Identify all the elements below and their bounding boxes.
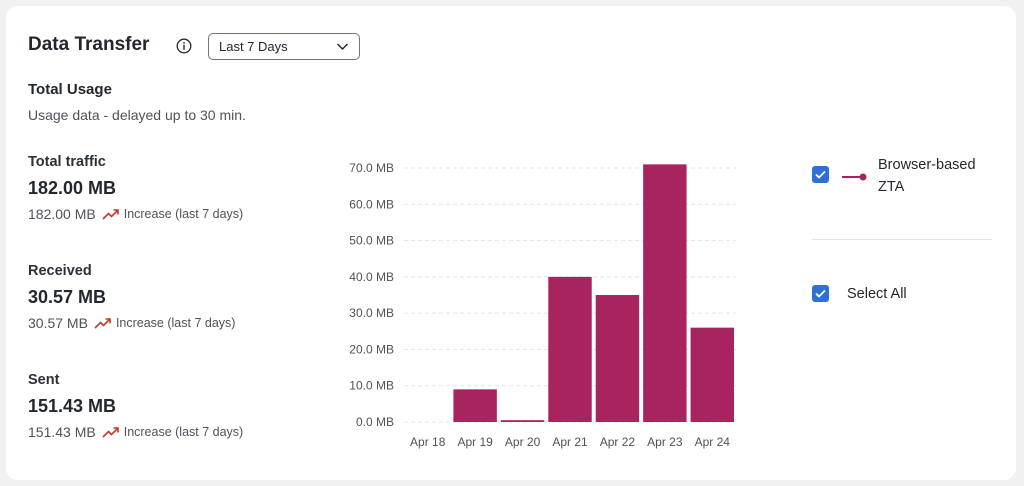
- select-all-label[interactable]: Select All: [847, 286, 907, 302]
- data-transfer-bar-chart: 0.0 MB 10.0 MB 20.0 MB 30.0 MB 40.0 MB 50.0 M…: [349, 161, 736, 449]
- y-tick-label: 10.0 MB: [349, 379, 394, 393]
- y-tick-label: 0.0 MB: [356, 415, 394, 429]
- total-usage-title: Total Usage: [28, 81, 112, 98]
- metric-total-traffic: Total traffic 182.00 MB 182.00 MB Increa…: [28, 154, 298, 222]
- date-range-value: Last 7 Days: [219, 39, 288, 54]
- select-all-checkbox[interactable]: [812, 285, 829, 302]
- trend-value: 151.43 MB: [28, 424, 96, 440]
- card-title: Data Transfer: [28, 34, 150, 55]
- date-range-select[interactable]: Last 7 Days: [208, 33, 360, 60]
- metric-sent: Sent 151.43 MB 151.43 MB Increase (last …: [28, 372, 298, 440]
- x-tick-label: Apr 18: [410, 435, 446, 449]
- legend-divider: [812, 239, 992, 240]
- x-tick-label: Apr 21: [552, 435, 588, 449]
- chevron-down-icon: [336, 43, 349, 51]
- bar: [548, 276, 592, 422]
- y-tick-label: 40.0 MB: [349, 270, 394, 284]
- y-tick-label: 20.0 MB: [349, 342, 394, 356]
- bar: [595, 295, 640, 422]
- trend-text: Increase (last 7 days): [115, 316, 236, 330]
- info-circle-icon[interactable]: [176, 38, 192, 54]
- metric-received: Received 30.57 MB 30.57 MB Increase (las…: [28, 263, 298, 331]
- bar: [453, 389, 497, 422]
- metric-label: Sent: [28, 372, 60, 388]
- metric-label: Total traffic: [28, 154, 106, 170]
- y-tick-label: 30.0 MB: [349, 306, 394, 320]
- metric-value: 151.43 MB: [28, 396, 117, 416]
- series-checkbox[interactable]: [812, 166, 829, 183]
- metric-trend: 30.57 MB Increase (last 7 days): [28, 315, 298, 331]
- bar: [643, 164, 687, 422]
- trend-value: 30.57 MB: [28, 315, 88, 331]
- usage-delay-note: Usage data - delayed up to 30 min.: [28, 107, 246, 123]
- series-line-marker-icon: [842, 173, 867, 181]
- y-tick-label: 70.0 MB: [349, 161, 394, 175]
- trend-value: 182.00 MB: [28, 206, 96, 222]
- checkmark-icon: [815, 170, 826, 179]
- x-tick-label: Apr 19: [457, 435, 493, 449]
- checkmark-icon: [815, 289, 826, 298]
- metric-trend: 151.43 MB Increase (last 7 days): [28, 424, 298, 440]
- legend-series-label[interactable]: Browser-based ZTA: [878, 157, 976, 195]
- trend-text: Increase (last 7 days): [123, 425, 244, 439]
- x-tick-label: Apr 20: [505, 435, 541, 449]
- trend-text: Increase (last 7 days): [123, 207, 244, 221]
- metric-label: Received: [28, 263, 92, 279]
- bar: [500, 420, 545, 422]
- trending-up-icon: [102, 427, 119, 438]
- bar: [690, 327, 734, 422]
- x-tick-label: Apr 24: [695, 435, 731, 449]
- metric-value: 182.00 MB: [28, 178, 117, 198]
- y-tick-label: 60.0 MB: [349, 197, 394, 211]
- metric-trend: 182.00 MB Increase (last 7 days): [28, 206, 298, 222]
- trending-up-icon: [94, 318, 111, 329]
- x-tick-label: Apr 22: [600, 435, 636, 449]
- y-tick-label: 50.0 MB: [349, 234, 394, 248]
- x-tick-label: Apr 23: [647, 435, 683, 449]
- metric-value: 30.57 MB: [28, 287, 107, 307]
- trending-up-icon: [102, 209, 119, 220]
- data-transfer-card: Data Transfer Last 7 Days Total Usage Us…: [6, 6, 1016, 480]
